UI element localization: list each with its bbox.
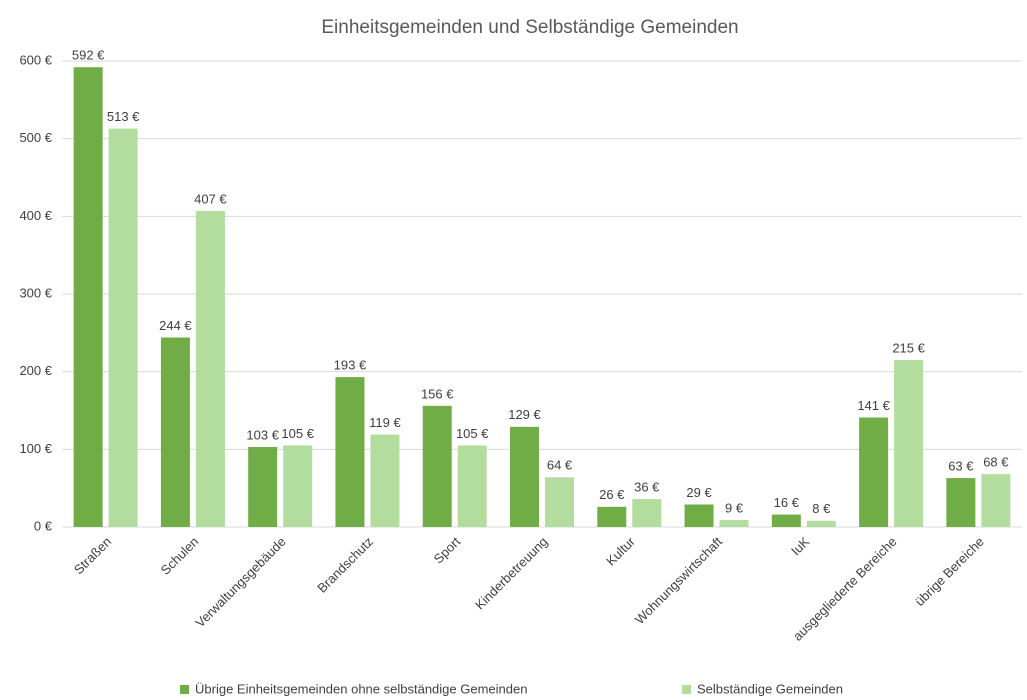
y-tick-label: 300 € (19, 285, 52, 300)
legend-label: Übrige Einheitsgemeinden ohne selbständi… (195, 681, 527, 696)
x-tick-label: Brandschutz (314, 534, 376, 596)
y-tick-label: 400 € (19, 208, 52, 223)
y-tick-label: 500 € (19, 130, 52, 145)
data-label: 592 € (72, 48, 105, 63)
x-tick-label: Schulen (158, 534, 202, 578)
legend-swatch (682, 685, 691, 694)
data-label: 156 € (421, 386, 454, 401)
bar (283, 445, 313, 527)
legend-swatch (180, 685, 189, 694)
data-label: 16 € (774, 495, 800, 510)
bar (894, 360, 924, 527)
data-label: 103 € (246, 427, 279, 442)
data-label: 29 € (686, 485, 712, 500)
data-label: 26 € (599, 487, 625, 502)
data-label: 193 € (334, 358, 367, 373)
data-label: 119 € (369, 415, 401, 430)
data-label: 215 € (892, 340, 925, 355)
y-tick-label: 600 € (19, 52, 52, 67)
bar (457, 445, 487, 527)
data-label: 63 € (948, 459, 974, 474)
bar (981, 474, 1011, 527)
chart-title: Einheitsgemeinden und Selbständige Gemei… (321, 17, 738, 38)
x-tick-label: Wohnungswirtschaft (632, 534, 725, 627)
bar (108, 128, 138, 527)
data-label: 68 € (983, 455, 1009, 470)
bar (160, 337, 190, 527)
bar (632, 499, 662, 527)
bar (545, 477, 574, 527)
y-tick-label: 100 € (19, 441, 52, 456)
bar (806, 520, 836, 527)
x-tick-label: Kinderbetreuung (472, 534, 551, 613)
data-label: 36 € (634, 479, 660, 494)
x-tick-label: Straßen (71, 534, 114, 577)
x-tick-label: übrige Bereiche (912, 534, 987, 609)
x-tick-label: Kultur (603, 533, 638, 568)
legend-label: Selbständige Gemeinden (697, 681, 843, 696)
bar (946, 478, 976, 527)
x-tick-label: Sport (431, 534, 464, 567)
data-label: 513 € (107, 109, 140, 124)
bar (73, 67, 103, 528)
bar (684, 504, 714, 527)
bar (370, 434, 400, 527)
data-label: 244 € (159, 318, 192, 333)
bar (248, 447, 278, 527)
data-label: 407 € (194, 191, 227, 206)
bar (422, 405, 452, 527)
bar (510, 426, 539, 527)
bar (771, 514, 801, 527)
data-label: 8 € (812, 501, 831, 516)
x-tick-label: IuK (788, 534, 813, 559)
y-tick-label: 200 € (19, 363, 52, 378)
bar (597, 506, 627, 527)
data-label: 105 € (456, 426, 489, 441)
data-label: 64 € (547, 458, 573, 473)
data-label: 105 € (281, 426, 314, 441)
data-label: 141 € (857, 398, 890, 413)
data-label: 9 € (725, 500, 744, 515)
data-label: 129 € (508, 407, 541, 422)
x-tick-label: Verwaltungsgebäude (192, 534, 288, 630)
bar (719, 520, 749, 527)
y-tick-label: 0 € (34, 518, 53, 533)
bar (859, 417, 889, 527)
bar (195, 210, 225, 527)
bar (335, 377, 365, 527)
